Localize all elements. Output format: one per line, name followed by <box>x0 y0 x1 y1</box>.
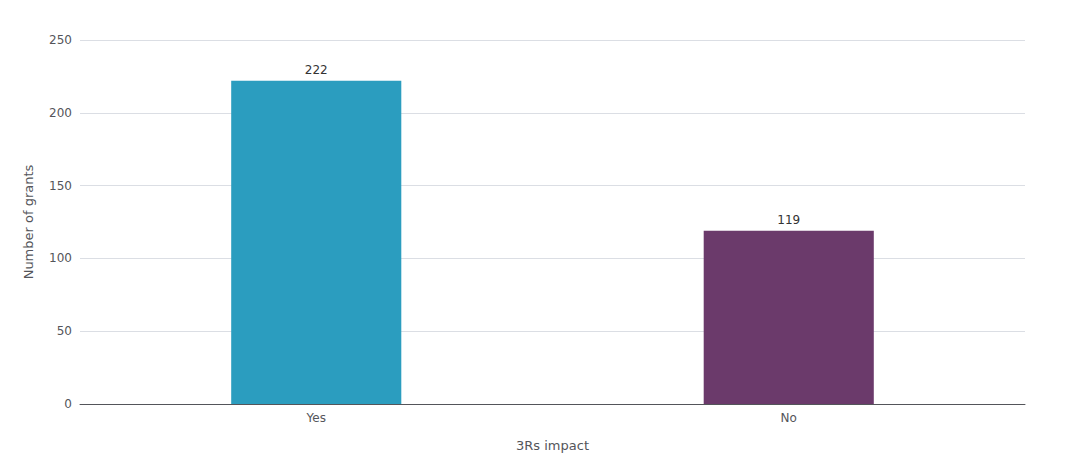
svg-text:100: 100 <box>49 251 72 265</box>
svg-text:0: 0 <box>64 397 72 411</box>
svg-text:3Rs impact: 3Rs impact <box>516 438 589 453</box>
svg-text:Number of grants: Number of grants <box>21 164 36 279</box>
svg-text:250: 250 <box>49 33 72 47</box>
svg-text:150: 150 <box>49 179 72 193</box>
svg-text:No: No <box>781 411 797 425</box>
svg-text:Yes: Yes <box>306 411 326 425</box>
svg-text:119: 119 <box>777 213 800 227</box>
svg-text:222: 222 <box>305 63 328 77</box>
svg-text:200: 200 <box>49 106 72 120</box>
svg-text:50: 50 <box>57 324 72 338</box>
